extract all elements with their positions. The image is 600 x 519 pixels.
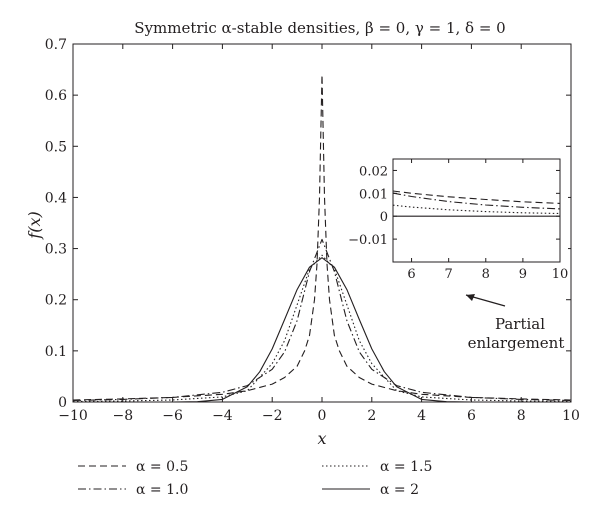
inset-y-tick-label: 0.02 xyxy=(359,164,388,179)
inset-series-line-1-0 xyxy=(392,192,561,210)
x-tick-label: −4 xyxy=(212,408,233,424)
y-tick-label: 0.2 xyxy=(45,293,67,309)
x-tick-label: 10 xyxy=(562,408,580,424)
y-axis-label: f(x) xyxy=(25,211,44,239)
inset-y-tick-label: −0.01 xyxy=(348,233,388,248)
inset-x-tick-label: 8 xyxy=(482,267,490,282)
series-line-1-0 xyxy=(72,238,572,402)
inset-border xyxy=(392,158,561,263)
inset-y-tick-label: 0 xyxy=(380,210,388,225)
x-tick-label: −2 xyxy=(262,408,283,424)
inset-y-tick-label: 0.01 xyxy=(359,187,388,202)
x-tick-label: 6 xyxy=(467,408,476,424)
y-tick-label: 0.6 xyxy=(45,88,67,104)
x-tick-label: 4 xyxy=(417,408,426,424)
annotation-line1: Partial xyxy=(495,315,545,333)
series-line-2 xyxy=(73,257,571,403)
annotation-arrow-head xyxy=(466,294,475,301)
inset-background xyxy=(355,155,568,290)
x-axis-label: x xyxy=(317,429,326,448)
x-tick-label: −6 xyxy=(162,408,183,424)
y-tick-label: 0.1 xyxy=(45,344,67,360)
chart-title: Symmetric α-stable densities, β = 0, γ =… xyxy=(134,19,505,37)
x-tick-label: 0 xyxy=(318,408,327,424)
legend-label-0-5: α = 0.5 xyxy=(136,459,188,475)
x-tick-label: −8 xyxy=(112,408,133,424)
y-tick-label: 0.7 xyxy=(45,37,67,53)
inset-x-tick-label: 6 xyxy=(407,267,415,282)
annotation-line2: enlargement xyxy=(468,334,565,352)
inset-x-tick-label: 9 xyxy=(519,267,527,282)
plot-series xyxy=(72,74,572,403)
inset-x-tick-label: 10 xyxy=(552,267,569,282)
inset-x-tick-label: 7 xyxy=(445,267,453,282)
y-tick-label: 0.4 xyxy=(45,190,67,206)
x-tick-label: 8 xyxy=(517,408,526,424)
x-tick-label: −10 xyxy=(58,408,88,424)
x-tick-label: 2 xyxy=(367,408,376,424)
y-tick-label: 0.5 xyxy=(45,139,67,155)
y-tick-label: 0 xyxy=(58,395,67,411)
legend-label-2: α = 2 xyxy=(380,482,419,498)
inset-series-line-0-5 xyxy=(392,190,561,204)
legend-label-1-0: α = 1.0 xyxy=(136,482,188,498)
legend: α = 0.5 α = 1.0 α = 1.5 α = 2 xyxy=(78,459,432,498)
y-tick-label: 0.3 xyxy=(45,242,67,258)
inset-series-line-1-5 xyxy=(392,204,561,215)
inset-plot: 6 7 8 9 10 −0.01 0 0.01 0.02 xyxy=(348,155,568,290)
series-line-1-5 xyxy=(72,254,572,403)
axis-ticks: −10 −8 −6 −4 −2 0 2 4 6 8 10 0 0.1 0.2 0.3 0.4 0.5 0.6 0.7 xyxy=(45,37,580,424)
legend-label-1-5: α = 1.5 xyxy=(380,459,432,475)
annotation: Partial enlargement xyxy=(465,294,565,352)
